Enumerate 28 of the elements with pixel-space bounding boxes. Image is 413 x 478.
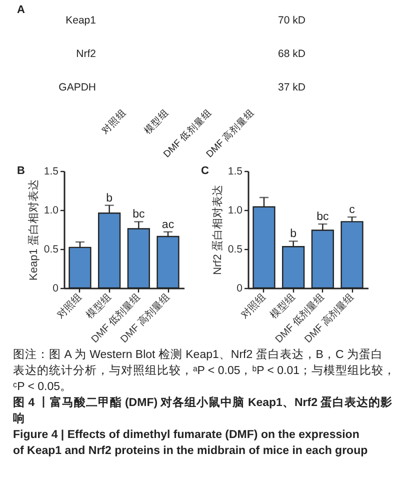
category-label: 68 kD	[278, 48, 306, 60]
chart-title: B	[17, 165, 25, 177]
annotation: bc	[316, 211, 329, 224]
category-label: 对照组	[98, 106, 129, 136]
y-tick-label: 1.0	[44, 204, 59, 216]
category-label: 70 kD	[278, 14, 306, 27]
text: 图 4 丨富马酸二甲酯 (DMF) 对各组小鼠中脑 Keap1、Nrf2 蛋白表达的影响	[13, 395, 393, 425]
text: A	[17, 4, 25, 16]
y-tick-label: 0.5	[44, 244, 59, 256]
y-axis-title: Nrf2 蛋白相对表达	[210, 185, 224, 275]
y-tick-label: 1.5	[228, 166, 243, 178]
annotation: ac	[162, 218, 174, 231]
y-tick-label: 0.5	[228, 244, 243, 256]
category-label: Nrf2	[76, 48, 96, 60]
category-label: GAPDH	[58, 81, 96, 94]
y-tick-label: 1.0	[228, 204, 243, 216]
annotation: c	[349, 204, 356, 216]
annotation: b	[106, 192, 113, 204]
text: 图注：图 A 为 Western Blot 检测 Keap1、Nrf2 蛋白表达，B，C 为蛋白表达的统计分析，与对照组比较，ᵃP < 0.05，ᵇP < 0.01；与模型组比较，ᶜP < 0.05。	[13, 347, 396, 393]
annotation: b	[290, 228, 297, 240]
category-label: Keap1	[66, 14, 96, 27]
chart-title: C	[201, 165, 209, 177]
category-label: 37 kD	[278, 81, 306, 94]
text: Figure 4 | Effects of dimethyl fumarate (DMF) on the expression of Keap1 and Nrf2 proteins in the midbrain of mice in each group	[13, 429, 368, 457]
annotation: bc	[132, 208, 145, 221]
category-label: 模型组	[142, 106, 172, 136]
y-axis-title: Keap1 蛋白相对表达	[26, 180, 40, 280]
y-tick-label: 1.5	[44, 166, 59, 178]
